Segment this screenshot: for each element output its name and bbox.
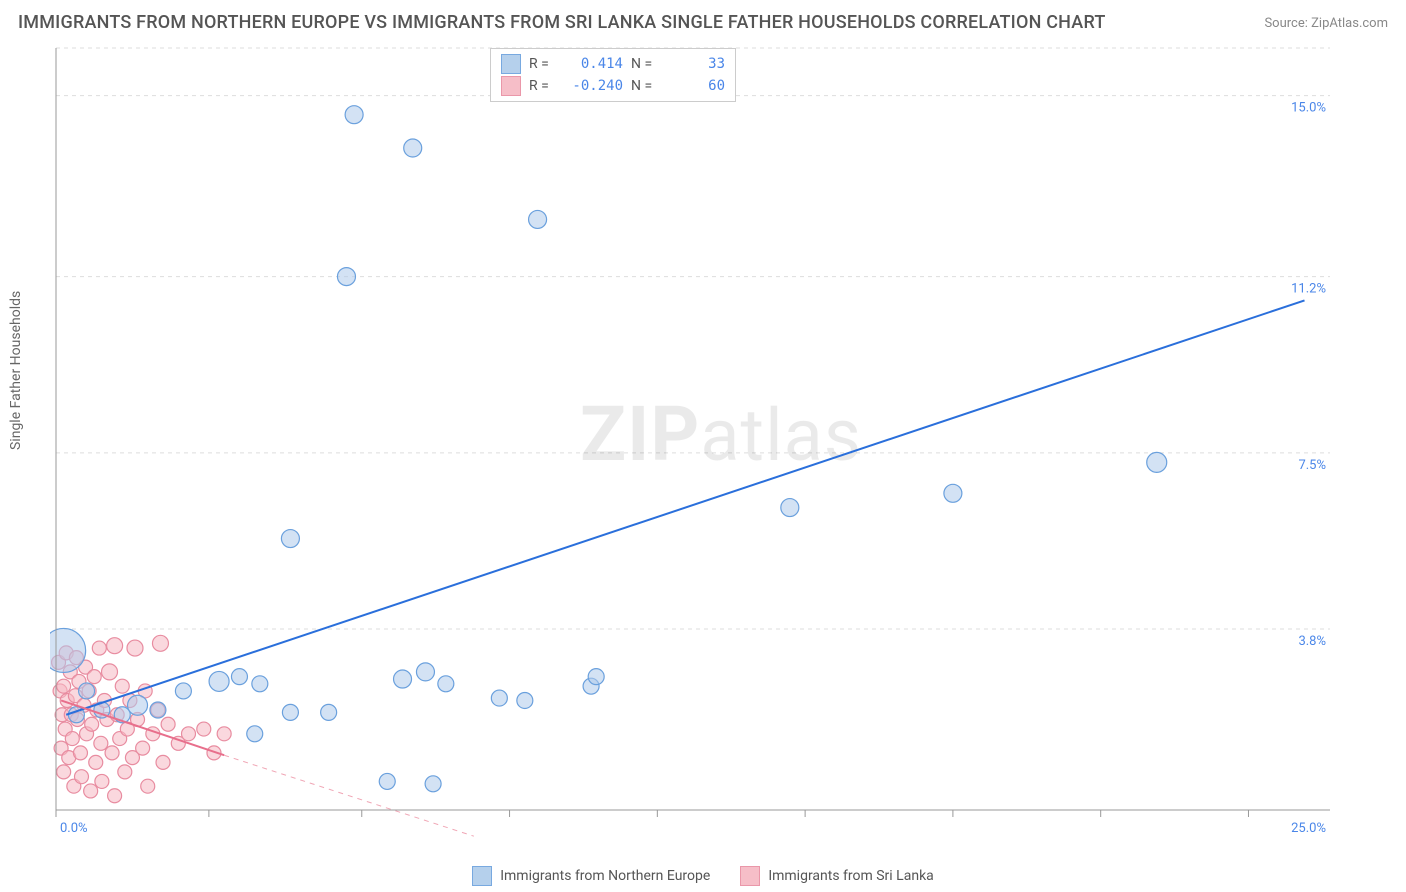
svg-text:0.0%: 0.0%	[60, 821, 88, 836]
legend-r-pink: -0.240	[567, 78, 623, 94]
legend-swatch-pink	[501, 76, 521, 96]
source-value: ZipAtlas.com	[1311, 16, 1388, 31]
legend-row-blue: R = 0.414 N = 33	[501, 53, 725, 75]
source-attrib: Source: ZipAtlas.com	[1264, 16, 1388, 31]
correlation-legend: R = 0.414 N = 33 R = -0.240 N = 60	[490, 48, 736, 102]
source-label: Source:	[1264, 16, 1307, 31]
svg-text:ZIPatlas: ZIPatlas	[580, 389, 862, 479]
legend-n-label-2: N =	[631, 78, 661, 94]
legend-row-pink: R = -0.240 N = 60	[501, 75, 725, 97]
legend-n-label: N =	[631, 56, 661, 72]
chart-title: IMMIGRANTS FROM NORTHERN EUROPE VS IMMIG…	[18, 12, 1106, 33]
legend-n-pink: 60	[669, 78, 725, 94]
y-axis-label: Single Father Households	[8, 291, 24, 450]
bottom-legend-item-b: Immigrants from Sri Lanka	[740, 866, 933, 886]
bottom-swatch-blue	[472, 866, 492, 886]
bottom-legend: Immigrants from Northern Europe Immigran…	[0, 866, 1406, 886]
bottom-legend-label-a: Immigrants from Northern Europe	[500, 868, 710, 884]
legend-r-label-2: R =	[529, 78, 559, 94]
bottom-swatch-pink	[740, 866, 760, 886]
svg-text:25.0%: 25.0%	[1291, 821, 1326, 836]
legend-n-blue: 33	[669, 56, 725, 72]
legend-r-blue: 0.414	[567, 56, 623, 72]
svg-text:11.2%: 11.2%	[1291, 282, 1326, 297]
svg-text:7.5%: 7.5%	[1298, 458, 1326, 473]
legend-swatch-blue	[501, 54, 521, 74]
scatter-plot: ZIPatlas 3.8% 7.5% 11.2% 15.0% 0.0% 25.0%	[50, 40, 1390, 850]
svg-text:3.8%: 3.8%	[1298, 634, 1326, 649]
bottom-legend-item-a: Immigrants from Northern Europe	[472, 866, 710, 886]
svg-text:15.0%: 15.0%	[1291, 101, 1326, 116]
legend-r-label: R =	[529, 56, 559, 72]
bottom-legend-label-b: Immigrants from Sri Lanka	[768, 868, 933, 884]
